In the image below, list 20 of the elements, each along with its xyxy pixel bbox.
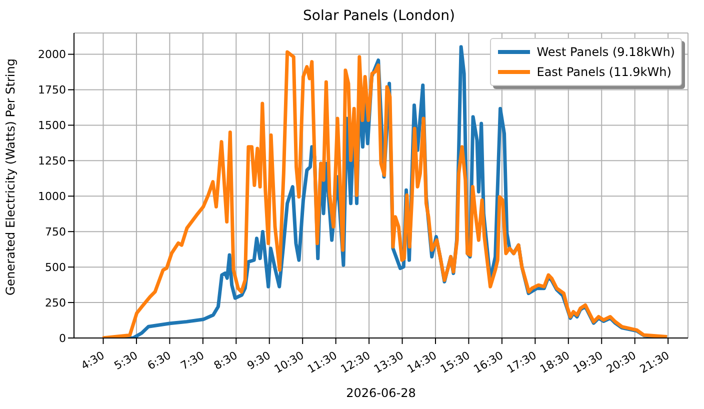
y-tick-label: 750	[45, 226, 66, 239]
y-tick-label: 1750	[38, 84, 66, 97]
y-tick-label: 500	[45, 260, 66, 274]
chart-title: Solar Panels (London)	[302, 8, 456, 24]
x-tick-label: 7:30	[178, 348, 206, 372]
y-tick-label: 2000	[38, 48, 66, 62]
x-tick-label: 4:30	[78, 348, 107, 372]
legend-label: West Panels (9.18kWh)	[536, 45, 675, 59]
y-axis-title: Generated Electricity (Watts) Per String	[3, 58, 18, 296]
y-tick-label: 250	[45, 296, 66, 310]
y-tick-label: 1000	[38, 190, 66, 204]
legend-label: East Panels (11.9kWh)	[536, 65, 672, 79]
x-tick-label: 6:30	[145, 348, 174, 372]
x-tick-label: 5:30	[112, 348, 140, 372]
x-tick-label: 8:30	[212, 348, 240, 372]
x-tick-label: 9:30	[244, 348, 273, 372]
x-axis-title: 2026-06-28	[346, 386, 416, 400]
y-tick-label: 1500	[38, 119, 66, 132]
y-tick-label: 1250	[38, 154, 66, 168]
y-tick-label: 0	[59, 332, 66, 345]
